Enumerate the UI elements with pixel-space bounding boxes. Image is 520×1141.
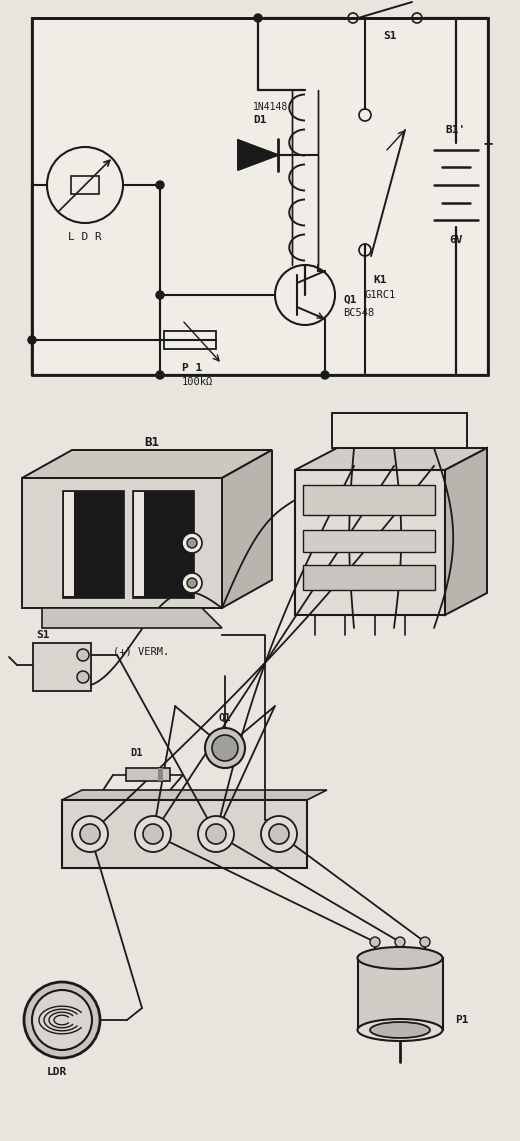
Polygon shape [295, 448, 487, 470]
Polygon shape [238, 140, 278, 170]
Circle shape [395, 937, 405, 947]
Circle shape [343, 420, 365, 442]
Bar [332, 413, 467, 448]
Circle shape [32, 990, 92, 1050]
Polygon shape [42, 608, 222, 628]
Text: P1: P1 [455, 1015, 469, 1025]
Circle shape [321, 371, 329, 379]
Bar [303, 531, 435, 552]
Bar [62, 800, 307, 868]
Circle shape [182, 533, 202, 553]
Text: G1RC1: G1RC1 [365, 290, 396, 300]
Circle shape [269, 824, 289, 844]
Circle shape [24, 982, 100, 1058]
Bar [158, 768, 163, 780]
Text: Q1: Q1 [343, 296, 357, 305]
Text: LDR: LDR [47, 1067, 67, 1077]
Text: D1: D1 [130, 748, 142, 758]
Text: D1: D1 [253, 115, 267, 126]
Polygon shape [222, 450, 272, 608]
Circle shape [182, 573, 202, 593]
Text: L D R: L D R [68, 232, 102, 242]
Polygon shape [445, 448, 487, 615]
Bar [33, 644, 91, 691]
Bar [62, 489, 124, 598]
Ellipse shape [370, 1022, 430, 1038]
Circle shape [187, 578, 197, 588]
Text: 1N4148: 1N4148 [253, 102, 288, 112]
Text: BC548: BC548 [343, 308, 374, 318]
Circle shape [135, 816, 171, 852]
Text: S1: S1 [36, 630, 50, 640]
Bar [126, 768, 170, 780]
Bar [132, 489, 194, 598]
Bar [71, 176, 99, 194]
Text: (+) VERM.: (+) VERM. [113, 646, 169, 656]
Bar [134, 492, 144, 596]
Circle shape [254, 14, 262, 22]
Bar [303, 485, 435, 515]
Text: Q1: Q1 [219, 713, 231, 723]
Circle shape [212, 735, 238, 761]
Text: +: + [484, 138, 492, 153]
Polygon shape [62, 790, 327, 800]
Circle shape [429, 426, 439, 436]
Bar [0, 400, 520, 1141]
Circle shape [156, 291, 164, 299]
Circle shape [383, 420, 405, 442]
Circle shape [156, 371, 164, 379]
Circle shape [205, 728, 245, 768]
Text: B1: B1 [145, 437, 160, 450]
Polygon shape [22, 450, 272, 478]
Circle shape [28, 335, 36, 343]
Text: B1': B1' [446, 126, 466, 135]
Circle shape [77, 671, 89, 683]
Bar [64, 492, 74, 596]
Text: 6V: 6V [449, 235, 463, 245]
Text: 100kΩ: 100kΩ [182, 377, 213, 387]
Text: C: C [350, 413, 357, 423]
Text: K1: K1 [358, 413, 372, 427]
Circle shape [423, 420, 445, 442]
Ellipse shape [358, 947, 443, 969]
Circle shape [72, 816, 108, 852]
Circle shape [77, 649, 89, 661]
Bar [164, 331, 216, 349]
Bar [358, 958, 443, 1030]
Text: B: B [391, 413, 397, 423]
Text: S1: S1 [383, 31, 397, 41]
Circle shape [420, 937, 430, 947]
Circle shape [349, 426, 359, 436]
Ellipse shape [358, 1019, 443, 1041]
Bar [295, 470, 445, 615]
Circle shape [80, 824, 100, 844]
Circle shape [156, 181, 164, 189]
Circle shape [370, 937, 380, 947]
Circle shape [143, 824, 163, 844]
Circle shape [389, 426, 399, 436]
Text: P 1: P 1 [182, 363, 202, 373]
Bar [303, 565, 435, 590]
Circle shape [187, 539, 197, 548]
Circle shape [198, 816, 234, 852]
Circle shape [206, 824, 226, 844]
Circle shape [261, 816, 297, 852]
Bar [22, 478, 222, 608]
Bar [32, 18, 488, 375]
Text: K1: K1 [373, 275, 387, 285]
Text: A: A [431, 413, 437, 423]
